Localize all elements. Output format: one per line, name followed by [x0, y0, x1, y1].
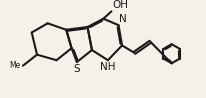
Text: NH: NH: [100, 62, 115, 72]
Text: Me: Me: [9, 61, 20, 70]
Text: S: S: [74, 64, 80, 74]
Text: N: N: [119, 14, 127, 24]
Text: OH: OH: [112, 0, 128, 10]
